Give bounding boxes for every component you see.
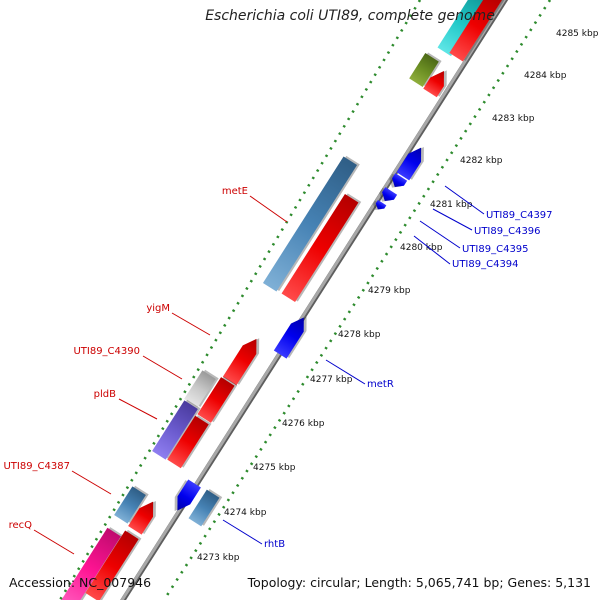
pldB-gene-grey-box (184, 369, 219, 408)
UTI89_C4397-gene-arrow (396, 147, 424, 181)
metR-gene-arrow (273, 316, 307, 359)
tick-label: 4277 kbp (310, 375, 353, 385)
gene-label-metE: metE (222, 186, 248, 197)
cyan-gene-box (437, 0, 490, 57)
gene-label-UTI89_C4397: UTI89_C4397 (486, 210, 553, 221)
red-gene-top (449, 0, 506, 62)
leader-line-pldB (118, 398, 158, 420)
tick-label: 4276 kbp (282, 419, 325, 429)
UTI89_C4387-gene-box (114, 485, 149, 524)
olive-gene-box (409, 52, 442, 87)
tick-label: 4280 kbp (400, 243, 443, 253)
tick-label: 4278 kbp (338, 330, 381, 340)
red-arrow-recQ (128, 501, 156, 535)
gene-label-UTI89_C4396: UTI89_C4396 (474, 226, 541, 237)
tick-label: 4281 kbp (430, 200, 473, 210)
leader-line-rhtB (222, 519, 263, 545)
tick-label: 4285 kbp (556, 29, 599, 39)
UTI89_C4395-gene-arrow (379, 187, 398, 202)
gene-label-metR: metR (367, 379, 394, 390)
leader-line-UTI89_C4390 (142, 355, 183, 380)
rhtB-gene-arrow-a (174, 479, 201, 512)
leader-line-yigM (171, 312, 211, 336)
pldB-gene-purple-box (152, 399, 201, 460)
leader-line-metR (325, 359, 366, 385)
rhtB-gene-box-b (188, 489, 223, 527)
gene-label-recQ: recQ (9, 520, 33, 531)
UTI89_C4394-gene-arrow (373, 199, 387, 210)
gene-label-UTI89_C4387: UTI89_C4387 (3, 461, 70, 472)
tick-label: 4275 kbp (253, 463, 296, 473)
red-arrow-top (423, 70, 447, 98)
tick-label: 4274 kbp (224, 508, 267, 518)
red-gene-bottom (85, 529, 142, 600)
metE-gene-box (262, 155, 360, 292)
gene-label-rhtB: rhtB (264, 539, 285, 550)
red-gene-metE (281, 193, 362, 303)
gene-label-UTI89_C4395: UTI89_C4395 (462, 244, 529, 255)
topology-text: Topology: circular; Length: 5,065,741 bp… (247, 575, 591, 590)
leader-line-metE (249, 195, 288, 223)
gene-label-UTI89_C4394: UTI89_C4394 (452, 259, 519, 270)
red-arrow-yigM (222, 338, 260, 386)
genome-title: Escherichia coli UTI89, complete genome (205, 8, 495, 24)
leader-line-UTI89_C4396 (432, 208, 473, 231)
tick-label: 4284 kbp (524, 71, 567, 81)
gene-label-UTI89_C4390: UTI89_C4390 (73, 346, 140, 357)
leader-line-UTI89_C4397 (444, 185, 485, 215)
red-gene-pldB-b (167, 415, 212, 469)
tick-label: 4283 kbp (492, 114, 535, 124)
red-gene-pldB-a (197, 376, 238, 423)
gene-label-pldB: pldB (94, 389, 116, 400)
recQ-gene-box (59, 527, 124, 600)
tick-label: 4282 kbp (460, 156, 503, 166)
leader-line-UTI89_C4394 (413, 235, 451, 265)
leader-line-UTI89_C4395 (419, 220, 461, 249)
UTI89_C4396-gene-arrow (389, 173, 408, 188)
tick-label: 4279 kbp (368, 286, 411, 296)
ruler-inner (162, 0, 552, 600)
accession-text: Accession: NC_007946 (9, 575, 152, 590)
gene-label-yigM: yigM (146, 303, 170, 314)
leader-line-UTI89_C4387 (71, 470, 112, 495)
leader-line-recQ (33, 529, 75, 555)
tick-label: 4273 kbp (197, 553, 240, 563)
